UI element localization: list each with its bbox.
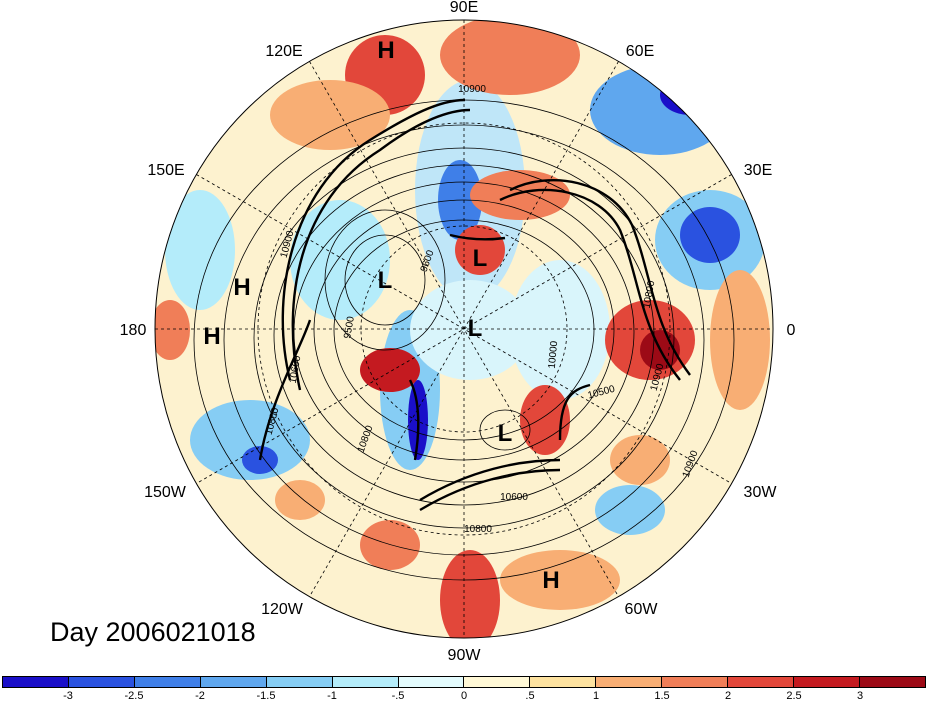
colorbar-cell <box>859 677 925 687</box>
height-contours <box>193 98 735 581</box>
colorbar-tick-label: 2 <box>724 690 732 702</box>
date-title: Day 2006021018 <box>50 617 256 647</box>
lon-label-60e: 60E <box>626 43 654 60</box>
colorbar-cell <box>464 677 531 687</box>
colorbar-tick-label: -3 <box>63 690 73 702</box>
colorbar-cell <box>200 677 267 687</box>
colorbar-cell <box>266 677 333 687</box>
colorbar-tick-label: -2 <box>195 690 205 702</box>
colorbar-cell <box>398 677 465 687</box>
lon-label-0: 0 <box>787 322 796 339</box>
high-center: H <box>542 567 559 594</box>
lon-label-90e: 90E <box>450 0 478 16</box>
colorbar-cell <box>68 677 135 687</box>
colorbar-tick-label: -1.5 <box>256 690 276 702</box>
colorbar-cell <box>134 677 201 687</box>
contour-label: 10000 <box>547 340 560 369</box>
contour-label: 10800 <box>642 279 658 309</box>
colorbar-tick-label: 2.5 <box>786 690 802 702</box>
lon-label-90w: 90W <box>448 647 482 664</box>
colorbar-tick-label: -1 <box>327 690 337 702</box>
colorbar-tick-label: -2.5 <box>124 690 144 702</box>
colorbar-cell <box>530 677 597 687</box>
graticule <box>155 20 773 638</box>
low-center: L <box>468 315 483 342</box>
lon-label-30w: 30W <box>744 484 778 501</box>
lon-label-120e: 120E <box>265 43 302 60</box>
colorbar-cell <box>794 677 860 687</box>
contour-label: 10800 <box>464 524 492 535</box>
low-center: L <box>498 420 513 447</box>
lon-label-150w: 150W <box>144 484 187 501</box>
lon-label-180: 180 <box>120 322 147 339</box>
lon-label-150e: 150E <box>147 162 184 179</box>
colorbar-tick-label: 1 <box>592 690 600 702</box>
high-center: H <box>203 323 220 350</box>
colorbar-cell <box>332 677 399 687</box>
colorbar <box>2 676 926 688</box>
colorbar-cell <box>728 677 795 687</box>
colorbar-cell <box>3 677 69 687</box>
lon-label-60w: 60W <box>625 601 659 618</box>
lon-label-30e: 30E <box>744 162 772 179</box>
contour-label: 9500 <box>342 315 357 339</box>
contour-label: 10600 <box>288 354 304 384</box>
colorbar-tick-label: 1.5 <box>654 690 670 702</box>
low-center: L <box>473 245 488 272</box>
high-center: H <box>377 37 394 64</box>
contour-label: 10600 <box>500 492 528 503</box>
low-center: L <box>378 267 393 294</box>
colorbar-tick-label: 0 <box>460 690 468 702</box>
lon-label-120w: 120W <box>261 601 304 618</box>
colorbar-cell <box>596 677 663 687</box>
colorbar-tick-label: 3 <box>856 690 864 702</box>
contour-label: 10900 <box>458 84 486 95</box>
colorbar-cell <box>662 677 729 687</box>
map-boundary <box>154 19 774 639</box>
colorbar-tick-label: -.5 <box>391 690 405 702</box>
colorbar-tick-label: .5 <box>525 690 535 702</box>
high-center: H <box>233 274 250 301</box>
